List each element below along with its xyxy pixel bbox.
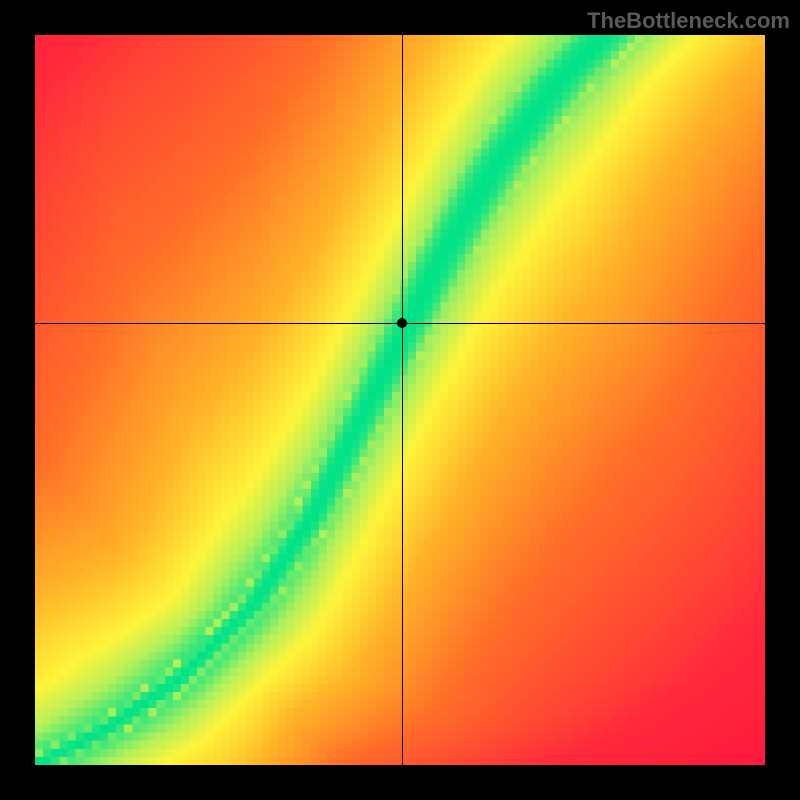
watermark-text: TheBottleneck.com xyxy=(587,8,790,34)
crosshair-marker xyxy=(397,318,407,328)
heatmap-canvas xyxy=(35,35,765,765)
crosshair-vertical xyxy=(402,35,403,765)
heatmap-plot xyxy=(35,35,765,765)
